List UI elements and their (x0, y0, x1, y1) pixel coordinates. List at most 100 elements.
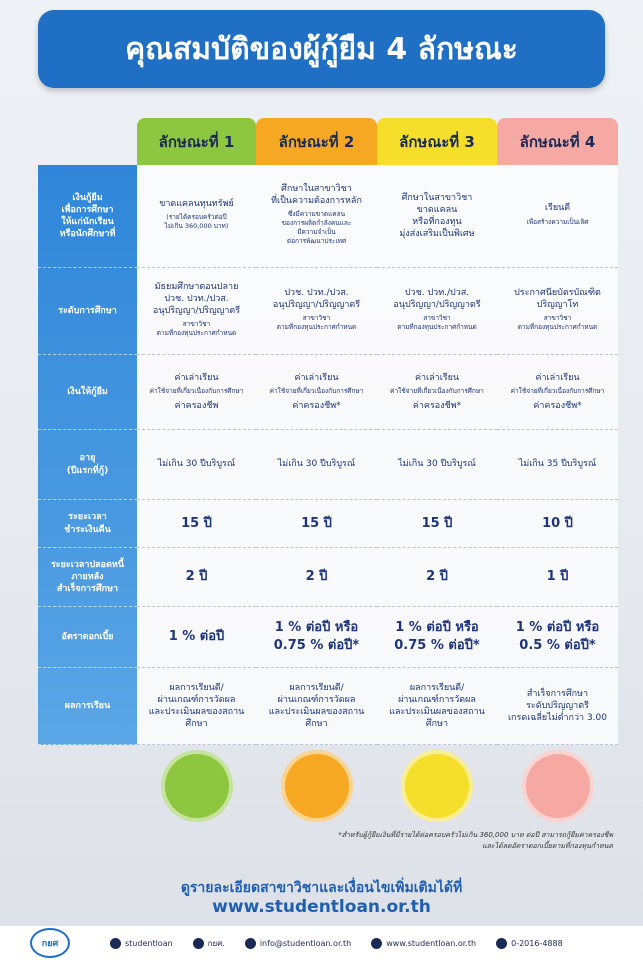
table-cell: 10 ปี (497, 500, 618, 548)
cell-text: สำเร็จการศึกษา ระดับปริญญาตรี เกรดเฉลี่ย… (507, 688, 607, 724)
table-cell: 15 ปี (256, 500, 377, 548)
cell-text: (รายได้ครอบครัวต่อปี ไม่เกิน 360,000 บาท… (164, 212, 229, 231)
cell-text: ไม่เกิน 30 ปีบริบูรณ์ (277, 459, 356, 470)
table-cell: 1 % ต่อปี หรือ 0.75 % ต่อปี* (377, 607, 497, 668)
cell-text: ค่าเล่าเรียน (294, 373, 339, 384)
table-cell: ปวช. ปวท./ปวส. อนุปริญญา/ปริญญาตรีสาขาวิ… (256, 268, 377, 355)
cell-text: เพื่อสร้างความเป็นเลิศ (526, 217, 589, 226)
table-cell: 1 % ต่อปี (137, 607, 256, 668)
table-cell: ค่าเล่าเรียน ค่าใช้จ่ายที่เกี่ยวเนื่องกับ… (497, 355, 618, 430)
table-cell: ไม่เกิน 30 ปีบริบูรณ์ (377, 430, 497, 500)
table-cell: 1 ปี (497, 548, 618, 607)
cell-text: ผลการเรียนดี/ ผ่านเกณฑ์การวัดผล และประเม… (148, 682, 245, 730)
cell-text: 1 ปี (546, 569, 569, 585)
table-cell: ผลการเรียนดี/ ผ่านเกณฑ์การวัดผล และประเม… (137, 668, 256, 745)
cell-text: ไม่เกิน 30 ปีบริบูรณ์ (398, 459, 476, 470)
table-cell: 2 ปี (256, 548, 377, 607)
table-cell: ไม่เกิน 30 ปีบริบูรณ์ (137, 430, 256, 500)
cell-text: สาขาวิชา ตามที่กองทุนประกาศกำหนด (276, 314, 357, 332)
row-label: ระยะเวลา ชำระเงินคืน (38, 500, 137, 548)
row-label: เงินให้กู้ยืม (38, 355, 137, 430)
table-cell: ศึกษาในสาขาวิชา ขาดแคลน หรือที่กองทุน มุ… (377, 165, 497, 268)
column-icon (401, 750, 473, 822)
table-cell: ผลการเรียนดี/ ผ่านเกณฑ์การวัดผล และประเม… (256, 668, 377, 745)
table-cell: ไม่เกิน 35 ปีบริบูรณ์ (497, 430, 618, 500)
cell-text: ประกาศนียบัตรบัณฑิต ปริญญาโท (514, 287, 601, 310)
footer-text[interactable]: www.studentloan.or.th (386, 938, 477, 948)
column-icon (160, 750, 233, 822)
cell-text: ค่าเล่าเรียน (174, 373, 219, 384)
table-cell: ผลการเรียนดี/ ผ่านเกณฑ์การวัดผล และประเม… (377, 668, 497, 745)
footer-item: studentloan (110, 937, 173, 949)
cell-text: ศึกษาในสาขาวิชา ที่เป็นความต้องการหลัก (271, 183, 362, 206)
footer-item: 0-2016-4888 (496, 937, 563, 949)
footer-item: www.studentloan.or.th (371, 937, 477, 949)
logo: กยศ (30, 928, 70, 958)
table-cell: เรียนดีเพื่อสร้างความเป็นเลิศ (497, 165, 618, 268)
table-cell: 15 ปี (137, 500, 256, 548)
row-label: ผลการเรียน (38, 668, 137, 745)
footer-icon (371, 937, 383, 949)
table-cell: ค่าเล่าเรียนค่าใช้จ่ายที่เกี่ยวเนื่องกับ… (377, 355, 497, 430)
footer-text[interactable]: info@studentloan.or.th (259, 938, 352, 948)
cell-text: เรียนดี (544, 203, 571, 214)
cell-text: 1 % ต่อปี หรือ 0.5 % ต่อปี* (515, 620, 600, 653)
footer-text[interactable]: studentloan (125, 938, 173, 948)
row-label: เงินกู้ยืม เพื่อการศึกษา ให้แก่นักเรียน … (38, 165, 137, 268)
column-icon (521, 750, 594, 822)
cell-text: 1 % ต่อปี หรือ 0.75 % ต่อปี* (273, 620, 360, 653)
footer-icon (496, 937, 508, 949)
cell-text: 15 ปี (301, 515, 332, 531)
table-cell: 1 % ต่อปี หรือ 0.75 % ต่อปี* (256, 607, 377, 668)
cell-text: ค่าเล่าเรียน (414, 373, 460, 384)
footer: กยศ studentloan กยศ. info@studentloan.or.t… (0, 926, 643, 960)
table-cell: ศึกษาในสาขาวิชา ที่เป็นความต้องการหลักซึ… (256, 165, 377, 268)
title: คุณสมบัติของผู้กู้ยืม 4 ลักษณะ (38, 10, 605, 88)
footer-item: info@studentloan.or.th (244, 937, 352, 949)
column-header: ลักษณะที่ 4 (497, 118, 618, 165)
footnote: *สำหรับผู้กู้ยืมเงินที่มีรายได้ต่อครอบคร… (338, 831, 613, 850)
footer-item: กยศ. (192, 937, 225, 950)
cell-text: 10 ปี (542, 515, 573, 531)
url[interactable]: www.studentloan.or.th (212, 897, 431, 917)
cell-text: ค่าครองชีพ (174, 400, 219, 411)
column-header: ลักษณะที่ 3 (377, 118, 497, 165)
cell-text: ค่าใช้จ่ายที่เกี่ยวเนื่องกับการศึกษา (269, 387, 364, 396)
table-cell: 15 ปี (377, 500, 497, 548)
cell-text: 2 ปี (185, 569, 208, 585)
cell-text: สาขาวิชา ตามที่กองทุนประกาศกำหนด (517, 314, 598, 332)
row-label: ระดับการศึกษา (38, 268, 137, 355)
table-cell: ค่าเล่าเรียนค่าใช้จ่ายที่เกี่ยวเนื่องกับ… (256, 355, 377, 430)
column-icon (280, 750, 353, 822)
footer-icon (192, 937, 204, 949)
column-header: ลักษณะที่ 2 (256, 118, 377, 165)
footer-icon (110, 937, 121, 949)
table-cell: 1 % ต่อปี หรือ 0.5 % ต่อปี* (497, 607, 618, 668)
cell-text: สาขาวิชา ตามที่กองทุนประกาศกำหนด (156, 320, 237, 338)
table-cell: ค่าเล่าเรียนค่าใช้จ่ายที่เกี่ยวเนื่องกับ… (137, 355, 256, 430)
footer-text[interactable]: 0-2016-4888 (511, 938, 563, 948)
row-label: ระยะเวลาปลอดหนี้ ภายหลัง สำเร็จการศึกษา (38, 548, 137, 607)
cell-text: ขาดแคลนทุนทรัพย์ (159, 198, 234, 209)
cell-text: ปวช. ปวท./ปวส. อนุปริญญา/ปริญญาตรี (272, 287, 361, 310)
row-label: อายุ (ปีแรกที่กู้) (38, 430, 137, 500)
cell-text: ค่าใช้จ่ายที่เกี่ยวเนื่องกับการศึกษา (149, 387, 244, 396)
more-info: ดูรายละเอียดสาขาวิชาและเงื่อนไขเพิ่มเติม… (180, 880, 463, 896)
cell-text: 2 ปี (305, 569, 328, 585)
cell-text: มัธยมศึกษาตอนปลาย ปวช. ปวท./ปวส. อนุปริญ… (152, 281, 241, 316)
cell-text: ผลการเรียนดี/ ผ่านเกณฑ์การวัดผล และประเม… (389, 682, 485, 730)
cell-text: 1 % ต่อปี หรือ 0.75 % ต่อปี* (394, 620, 480, 653)
cell-text: ค่าใช้จ่ายที่เกี่ยวเนื่องกับการศึกษา (390, 387, 484, 396)
table-cell: ไม่เกิน 30 ปีบริบูรณ์ (256, 430, 377, 500)
cell-text: ค่าใช้จ่ายที่เกี่ยวเนื่องกับการศึกษา (510, 387, 605, 396)
column-header: ลักษณะที่ 1 (137, 118, 256, 165)
table-cell: ปวช. ปวท./ปวส. อนุปริญญา/ปริญญาตรี สาขาวิ… (377, 268, 497, 355)
table-cell: มัธยมศึกษาตอนปลาย ปวช. ปวท./ปวส. อนุปริญ… (137, 268, 256, 355)
table-cell: 2 ปี (377, 548, 497, 607)
table-cell: สำเร็จการศึกษา ระดับปริญญาตรี เกรดเฉลี่ย… (497, 668, 618, 745)
cell-text: ผลการเรียนดี/ ผ่านเกณฑ์การวัดผล และประเม… (268, 682, 365, 730)
footer-text[interactable]: กยศ. (207, 938, 225, 948)
label-column (38, 165, 137, 745)
cell-text: ซึ่งมีความขาดแคลน ของการผลิตกำลังคนและ ม… (281, 209, 352, 246)
